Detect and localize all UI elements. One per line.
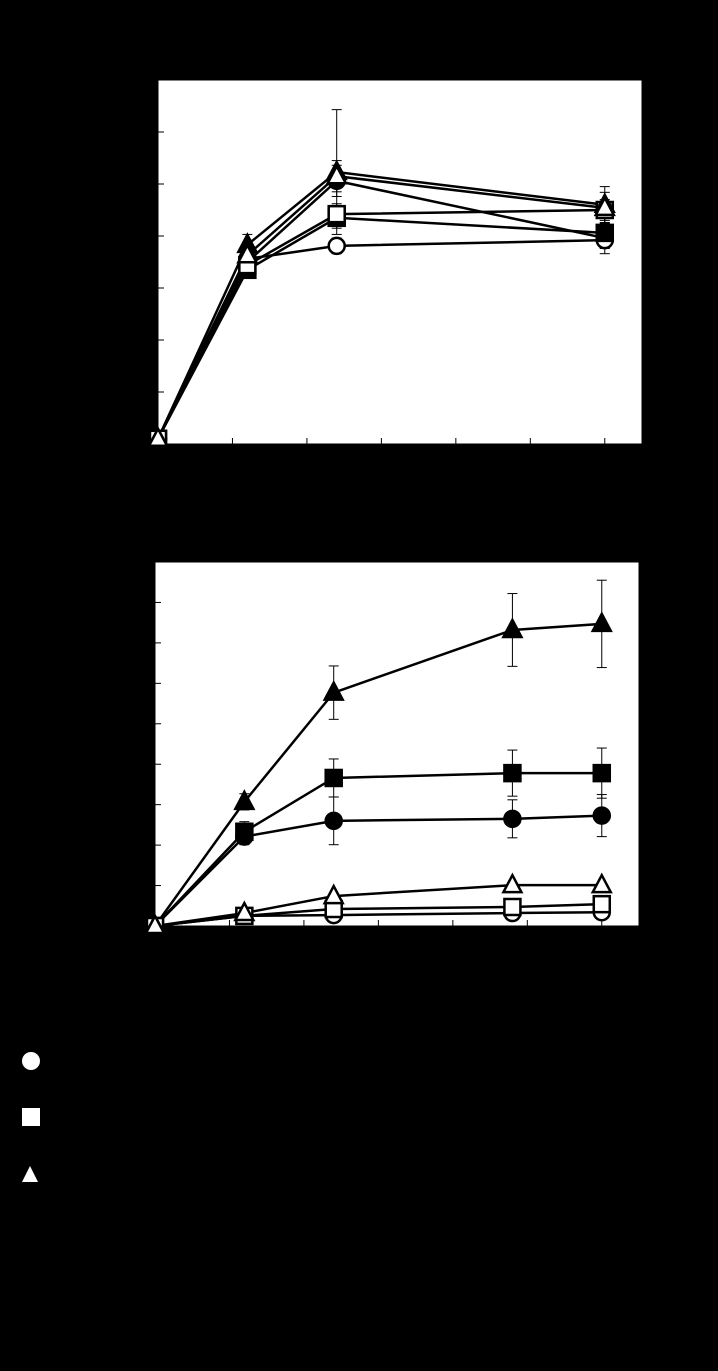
marker (501, 872, 524, 894)
plot-area (157, 79, 643, 445)
panel (146, 79, 643, 449)
series-line (156, 170, 605, 440)
legend-key-circle (22, 1052, 40, 1070)
marker (324, 811, 343, 831)
marker (503, 809, 522, 829)
marker (146, 426, 170, 448)
panel (143, 561, 640, 936)
marker (324, 768, 343, 788)
marker (590, 872, 613, 894)
marker (503, 897, 522, 917)
plot-area (154, 561, 640, 927)
marker (592, 894, 612, 914)
marker (233, 789, 256, 811)
marker (322, 883, 345, 905)
marker (327, 236, 346, 256)
legend-key-triangle (22, 1166, 38, 1182)
series-line (156, 208, 605, 440)
marker (236, 242, 259, 264)
marker (590, 611, 613, 633)
marker (503, 763, 522, 783)
legend-key-square (22, 1108, 40, 1126)
series-line (156, 174, 605, 440)
marker (322, 679, 345, 701)
marker (592, 806, 612, 825)
legend (22, 1052, 40, 1182)
marker (501, 617, 524, 639)
marker (327, 204, 346, 224)
marker (143, 913, 167, 935)
marker (233, 900, 256, 922)
marker (235, 822, 254, 842)
marker (595, 223, 615, 243)
marker (325, 163, 348, 185)
marker (593, 195, 616, 217)
marker (592, 763, 612, 783)
